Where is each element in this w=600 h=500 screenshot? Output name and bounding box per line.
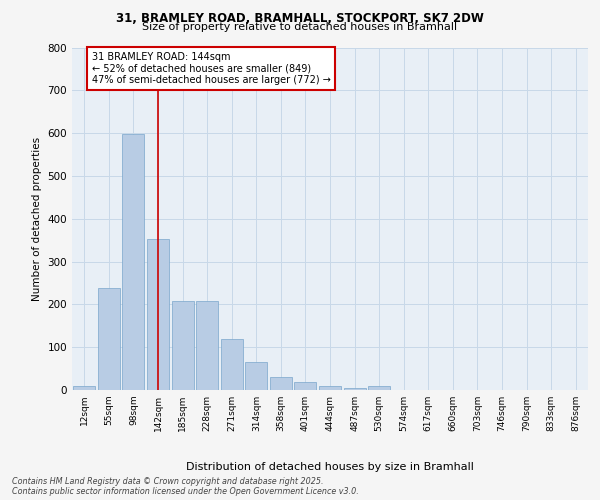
Bar bbox=[319, 386, 341, 390]
Bar bbox=[270, 377, 292, 390]
Text: Size of property relative to detached houses in Bramhall: Size of property relative to detached ho… bbox=[142, 22, 458, 32]
Bar bbox=[147, 240, 169, 390]
Bar bbox=[245, 362, 268, 390]
Bar bbox=[98, 288, 120, 390]
Bar bbox=[295, 382, 316, 390]
Text: 31 BRAMLEY ROAD: 144sqm
← 52% of detached houses are smaller (849)
47% of semi-d: 31 BRAMLEY ROAD: 144sqm ← 52% of detache… bbox=[92, 52, 331, 85]
Bar bbox=[73, 386, 95, 390]
Bar bbox=[344, 388, 365, 390]
Bar bbox=[122, 134, 145, 390]
Text: Contains public sector information licensed under the Open Government Licence v3: Contains public sector information licen… bbox=[12, 487, 359, 496]
Text: 31, BRAMLEY ROAD, BRAMHALL, STOCKPORT, SK7 2DW: 31, BRAMLEY ROAD, BRAMHALL, STOCKPORT, S… bbox=[116, 12, 484, 26]
Bar bbox=[172, 302, 194, 390]
Text: Contains HM Land Registry data © Crown copyright and database right 2025.: Contains HM Land Registry data © Crown c… bbox=[12, 477, 323, 486]
Y-axis label: Number of detached properties: Number of detached properties bbox=[32, 136, 42, 301]
Bar bbox=[368, 386, 390, 390]
Bar bbox=[196, 302, 218, 390]
Text: Distribution of detached houses by size in Bramhall: Distribution of detached houses by size … bbox=[186, 462, 474, 472]
Bar bbox=[221, 338, 243, 390]
